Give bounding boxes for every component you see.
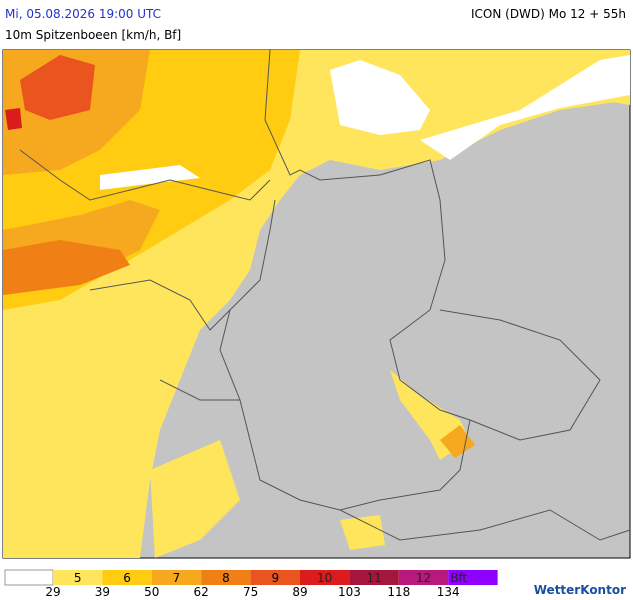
legend-threshold: 103 [338, 585, 361, 599]
legend-bin-label: 7 [173, 571, 181, 585]
wind-area [20, 55, 95, 120]
legend-bin-label: 10 [317, 571, 332, 585]
sea-calm [100, 165, 200, 190]
legend-threshold: 39 [95, 585, 110, 599]
legend-threshold: 134 [437, 585, 460, 599]
borders [19, 49, 631, 541]
legend-bin-label: 8 [222, 571, 230, 585]
legend-threshold: 29 [45, 585, 60, 599]
legend-threshold: 118 [387, 585, 410, 599]
sea-calm [330, 60, 430, 135]
wind-area [340, 515, 385, 550]
legend-bin-label: 5 [74, 571, 82, 585]
legend-swatch [201, 570, 251, 585]
legend-bin-label: 11 [366, 571, 381, 585]
legend-swatch [53, 570, 103, 585]
legend-threshold: 75 [243, 585, 258, 599]
wind-area [440, 425, 475, 458]
legend-bin-label: 6 [123, 571, 131, 585]
wind-area [5, 108, 22, 130]
valid-time: Mi, 05.08.2026 19:00 UTC [5, 7, 161, 21]
legend-threshold: 50 [144, 585, 159, 599]
model-run: ICON (DWD) Mo 12 + 55h [471, 7, 626, 21]
brand: WetterKontor [534, 583, 626, 597]
legend-swatch [349, 570, 399, 585]
legend-swatch [300, 570, 350, 585]
legend-threshold: 62 [194, 585, 209, 599]
wind-area [150, 440, 240, 558]
legend-swatch [448, 570, 498, 585]
legend-bin-label: Bft [450, 571, 467, 585]
sea-calm [420, 55, 630, 160]
legend-swatch-calm [4, 569, 54, 586]
parameter: 10m Spitzenboeen [km/h, Bf] [5, 28, 181, 42]
legend-swatch [398, 570, 449, 585]
legend-swatch [102, 570, 152, 585]
map [2, 49, 631, 559]
legend-swatch [151, 570, 202, 585]
legend-swatch [250, 570, 300, 585]
legend-bin-label: 9 [271, 571, 279, 585]
legend-threshold: 89 [292, 585, 307, 599]
legend-bin-label: 12 [416, 571, 431, 585]
wind-area [3, 240, 130, 295]
